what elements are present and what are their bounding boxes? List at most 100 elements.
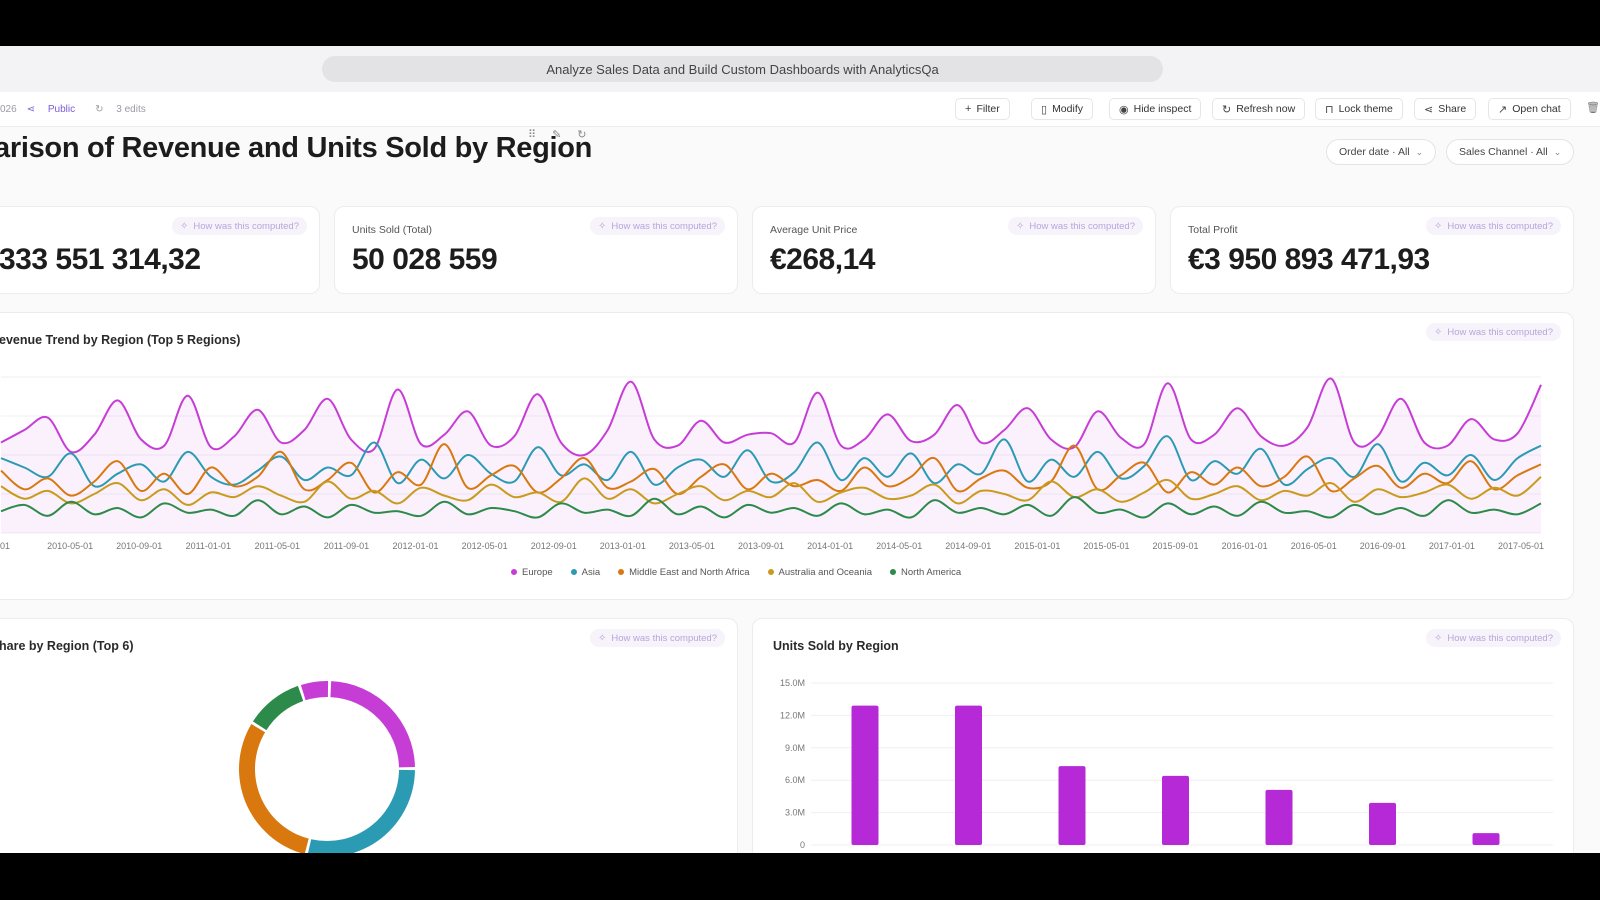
legend-item[interactable]: Australia and Oceania [767, 567, 872, 578]
how-computed-button[interactable]: ✧ How was this computed? [1426, 217, 1561, 235]
lock-theme-button[interactable]: ⊓ Lock theme [1315, 98, 1403, 120]
sparkle-icon: ✧ [180, 220, 189, 232]
how-computed-button[interactable]: ✧ How was this computed? [590, 217, 725, 235]
kpi-value: €268,14 [770, 243, 875, 276]
units-bar-chart: 0 3.0M 6.0M 9.0M 12.0M 15.0M [780, 678, 1553, 850]
sales-channel-label: Sales Channel · All [1459, 146, 1548, 158]
kpi-label: Units Sold (Total) [352, 224, 432, 236]
how-computed-button[interactable]: ✧ How was this computed? [1426, 629, 1561, 647]
chart-legend: Europe Asia Middle East and North Africa Au… [511, 567, 961, 578]
donut-slice[interactable] [300, 681, 329, 701]
kpi-card-avg-price: Average Unit Price €268,14 ✧ How was this… [752, 206, 1156, 294]
y-tick-label: 3.0M [785, 808, 805, 818]
legend-item[interactable]: Europe [511, 567, 553, 578]
kpi-label: Average Unit Price [770, 224, 858, 236]
kpi-value: €3 950 893 471,93 [1188, 243, 1430, 276]
external-link-icon: ↗ [1498, 103, 1508, 116]
edits-link[interactable]: ↻ 3 edits [95, 104, 156, 115]
kpi-card-revenue: 333 551 314,32 ✧ How was this computed? [0, 206, 320, 294]
chevron-down-icon: ⌄ [1415, 146, 1424, 157]
how-computed-label: How was this computed? [1447, 220, 1553, 232]
series-line-middle-east-and-north-africa[interactable] [0, 443, 1542, 497]
series-line-north-america[interactable] [0, 496, 1542, 519]
y-tick-label: 12.0M [780, 710, 805, 720]
visibility-label: Public [47, 103, 76, 115]
donut-slice[interactable] [330, 681, 415, 768]
sparkle-icon: ✧ [1434, 220, 1443, 232]
eye-icon: ◉ [1119, 103, 1129, 116]
sparkle-icon: ✧ [598, 632, 607, 644]
x-tick-label: 2017-05-01 [1498, 541, 1544, 551]
kpi-card-units: Units Sold (Total) 50 028 559 ✧ How was t… [334, 206, 738, 294]
legend-item[interactable]: Middle East and North Africa [618, 567, 750, 578]
reload-icon[interactable]: ↻ [577, 129, 587, 141]
share-label: Share [1438, 103, 1467, 115]
how-computed-label: How was this computed? [611, 632, 717, 644]
dashboard-meta: 026 ⋖ Public ↻ 3 edits [0, 92, 166, 126]
bar[interactable] [955, 705, 982, 845]
x-tick-label: 2012-09-01 [531, 541, 577, 551]
share-button[interactable]: ⋖ Share [1414, 98, 1477, 120]
drag-handle-icon[interactable]: ⠿ [528, 129, 537, 141]
bar[interactable] [851, 705, 879, 845]
units-by-region-card: Units Sold by Region ✧ How was this compu… [752, 618, 1574, 853]
history-icon: ↻ [95, 103, 107, 115]
bar[interactable] [1162, 775, 1189, 845]
how-computed-button[interactable]: ✧ How was this computed? [1426, 323, 1561, 341]
order-date-label: Order date · All [1339, 146, 1410, 158]
x-tick-label: 2011-09-01 [324, 541, 369, 551]
legend-label: Europe [522, 567, 553, 578]
x-tick-label: 2012-05-01 [462, 541, 508, 551]
series-line-asia[interactable] [0, 435, 1542, 488]
x-tick-label: 2013-01-01 [600, 541, 646, 551]
x-tick-label: 2013-05-01 [669, 541, 715, 551]
visibility-link[interactable]: ⋖ Public [27, 104, 85, 115]
hide-inspect-button[interactable]: ◉ Hide inspect [1109, 98, 1202, 120]
y-tick-label: 6.0M [785, 775, 805, 785]
how-computed-label: How was this computed? [1447, 632, 1553, 644]
how-computed-button[interactable]: ✧ How was this computed? [1008, 217, 1143, 235]
revenue-trend-card: evenue Trend by Region (Top 5 Regions) ✧… [0, 312, 1574, 600]
trash-icon[interactable]: 🗑 [1586, 102, 1600, 114]
bar[interactable] [1369, 802, 1396, 845]
kpi-value: 50 028 559 [352, 243, 498, 276]
order-date-filter[interactable]: Order date · All ⌄ [1326, 139, 1437, 165]
bar[interactable] [1472, 833, 1500, 845]
x-tick-label: 2014-09-01 [945, 541, 991, 551]
how-computed-button[interactable]: ✧ How was this computed? [590, 629, 725, 647]
edit-panel-icon: ▯ [1041, 103, 1048, 116]
x-tick-label: 2011-01-01 [186, 541, 231, 551]
x-tick-label: 2016-09-01 [1360, 541, 1406, 551]
legend-item[interactable]: North America [890, 567, 961, 578]
dashboard-toolbar: 026 ⋖ Public ↻ 3 edits + Filter ▯ Modify ◉… [0, 92, 1600, 127]
share-icon: ⋖ [1424, 103, 1434, 116]
sparkle-icon: ✧ [1434, 632, 1443, 644]
chevron-down-icon: ⌄ [1553, 146, 1562, 157]
x-tick-label: 2013-09-01 [738, 541, 784, 551]
donut-slice[interactable] [308, 769, 415, 853]
filter-button[interactable]: + Filter [955, 98, 1010, 120]
how-computed-button[interactable]: ✧ How was this computed? [172, 217, 307, 235]
sparkle-icon: ✧ [1016, 220, 1025, 232]
series-line-europe[interactable] [0, 377, 1542, 457]
sales-channel-filter[interactable]: Sales Channel · All ⌄ [1446, 139, 1575, 165]
open-chat-button[interactable]: ↗ Open chat [1488, 98, 1571, 120]
legend-label: North America [901, 567, 962, 578]
bar[interactable] [1058, 766, 1086, 845]
x-tick-label: 2016-01-01 [1222, 541, 1268, 551]
share-donut-chart [239, 681, 415, 853]
legend-item[interactable]: Asia [570, 567, 600, 578]
modify-button[interactable]: ▯ Modify [1031, 98, 1093, 120]
window-title: Analyze Sales Data and Build Custom Dash… [322, 56, 1163, 82]
donut-slice[interactable] [239, 724, 309, 853]
series-line-australia-and-oceania[interactable] [0, 476, 1542, 506]
donut-slice[interactable] [252, 685, 304, 731]
window-titlebar: Analyze Sales Data and Build Custom Dash… [0, 46, 1600, 92]
x-tick-label: 2012-01-01 [393, 541, 439, 551]
bar[interactable] [1265, 789, 1293, 845]
refresh-button[interactable]: ↻ Refresh now [1212, 98, 1306, 120]
title-action-icons: ⠿ ✎ ↻ [528, 128, 587, 141]
x-tick-label: 2017-01-01 [1429, 541, 1475, 551]
y-tick-label: 0 [800, 840, 805, 850]
wand-icon[interactable]: ✎ [552, 129, 562, 141]
